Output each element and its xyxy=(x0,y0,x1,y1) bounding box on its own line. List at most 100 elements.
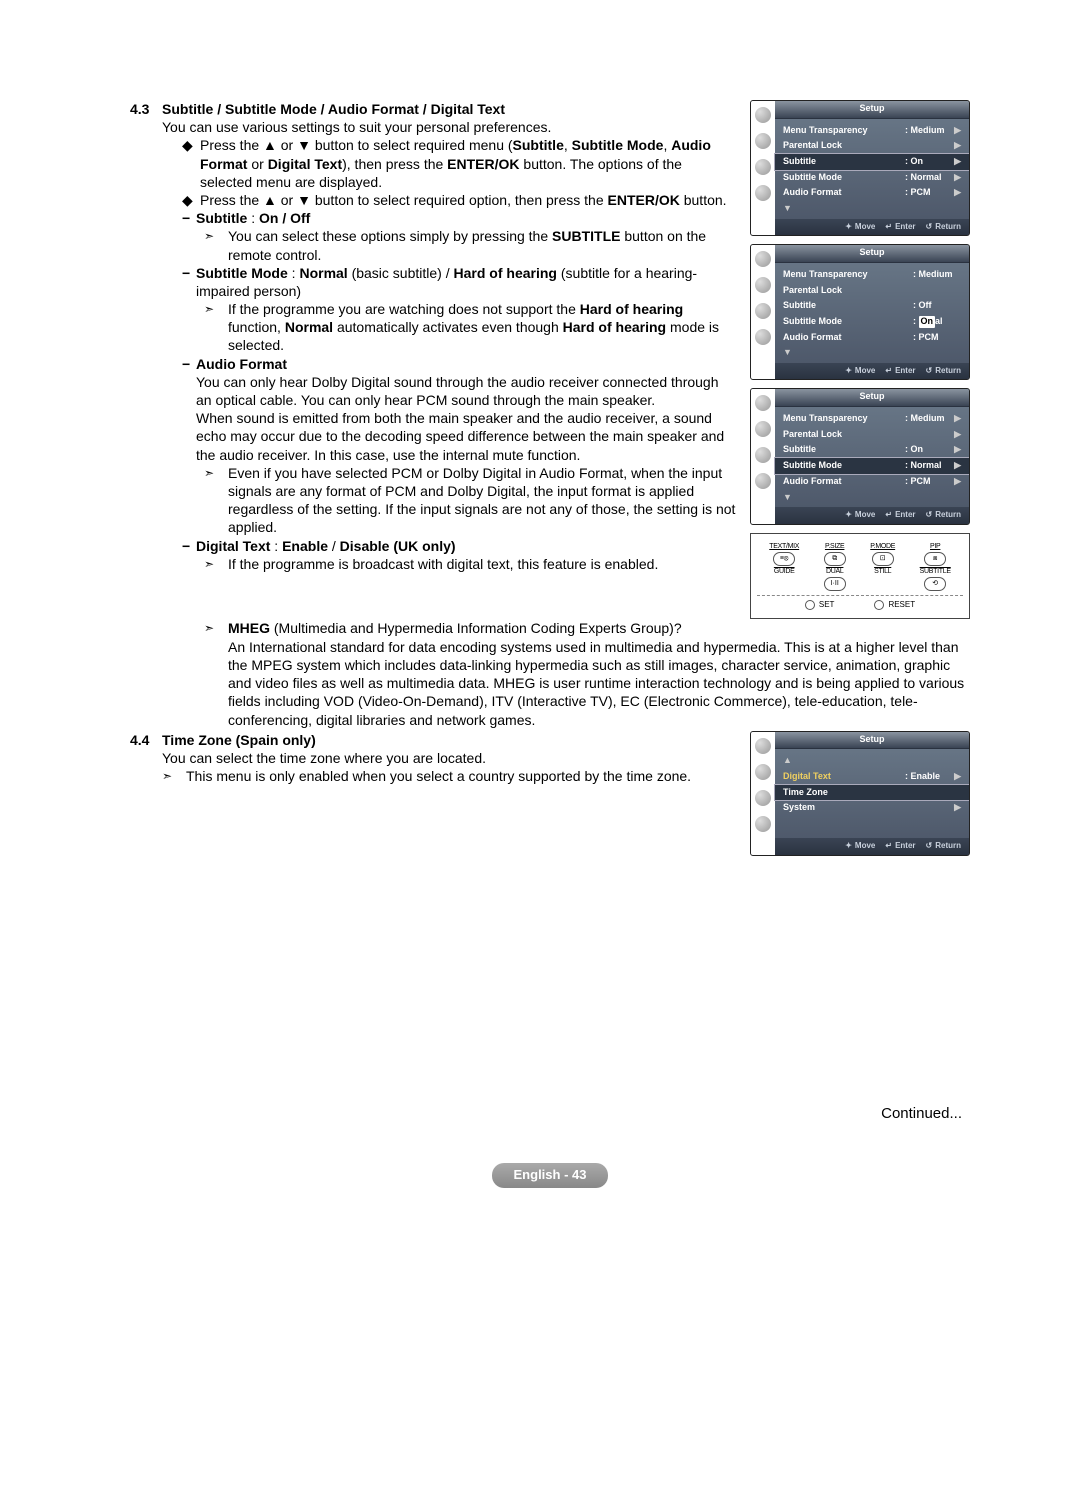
enter-icon: ↵ xyxy=(885,510,892,520)
osd-icon-strip xyxy=(751,101,775,235)
osd-footer: ✦Move ↵Enter ↺Return xyxy=(775,838,969,854)
move-icon: ✦ xyxy=(845,510,852,520)
remote-button-icon[interactable]: ⧈ xyxy=(924,552,946,566)
remote-button-icon[interactable]: I·II xyxy=(824,577,846,591)
dash-subtitle: − Subtitle : On / Off xyxy=(162,209,736,227)
arrow-right-icon: ▶ xyxy=(953,802,961,814)
chevron-down-icon: ▼ xyxy=(783,345,961,361)
osd-row-audio-format[interactable]: Audio Format: PCM▶ xyxy=(783,474,961,490)
osd-row-menu-transparency[interactable]: Menu Transparency: Medium▶ xyxy=(783,411,961,427)
sub-timezone-1: This menu is only enabled when you selec… xyxy=(162,767,736,786)
osd-nav-icon xyxy=(755,447,771,463)
osd-nav-icon xyxy=(755,277,771,293)
continued-label: Continued... xyxy=(130,1104,970,1124)
sub-digital-text-2: MHEG (Multimedia and Hypermedia Informat… xyxy=(162,619,970,638)
return-icon: ↺ xyxy=(926,841,933,851)
osd-title: Setup xyxy=(775,389,969,407)
osd-row-subtitle-mode[interactable]: Subtitle Mode: Normal▶ xyxy=(783,170,961,186)
remote-btn-textmix: TEXT/MIX ≡⦻ GUIDE xyxy=(769,542,799,591)
osd-row-audio-format[interactable]: Audio Format: PCM▶ xyxy=(783,185,961,201)
osd-icon-strip xyxy=(751,389,775,523)
osd-panel-3: Setup Menu Transparency: Medium▶ Parenta… xyxy=(750,388,970,524)
osd-nav-icon xyxy=(755,107,771,123)
osd-row-subtitle[interactable]: Subtitle: On▶ xyxy=(783,442,961,458)
osd-row-system[interactable]: System▶ xyxy=(783,800,961,816)
section-title: Time Zone (Spain only) xyxy=(162,731,736,749)
osd-title: Setup xyxy=(775,245,969,263)
remote-label: GUIDE xyxy=(774,567,795,576)
dash-icon: − xyxy=(182,355,196,373)
osd-return-hint: ↺Return xyxy=(926,222,961,232)
osd-footer: ✦Move ↵Enter ↺Return xyxy=(775,363,969,379)
osd-row-subtitle-mode[interactable]: Subtitle Mode: Onal xyxy=(783,314,961,330)
osd-enter-hint: ↵Enter xyxy=(885,510,915,520)
section-title: Subtitle / Subtitle Mode / Audio Format … xyxy=(162,100,736,118)
osd-nav-icon xyxy=(755,764,771,780)
sub-subtitle-mode-1: If the programme you are watching does n… xyxy=(162,300,736,355)
remote-label: SUBTITLE xyxy=(920,567,951,576)
audio-format-p1: You can only hear Dolby Digital sound th… xyxy=(162,373,736,409)
remote-button-icon[interactable]: ⊡ xyxy=(872,552,894,566)
arrow-right-icon: ▶ xyxy=(953,460,961,472)
dash-digital-text: − Digital Text : Enable / Disable (UK on… xyxy=(162,537,736,555)
arrow-right-icon: ▶ xyxy=(953,156,961,168)
chevron-down-icon: ▼ xyxy=(783,490,961,506)
page-footer: English - 43 xyxy=(130,1163,970,1188)
osd-row-parental-lock[interactable]: Parental Lock▶ xyxy=(783,427,961,443)
move-icon: ✦ xyxy=(845,222,852,232)
move-icon: ✦ xyxy=(845,841,852,851)
dash-icon: − xyxy=(182,264,196,282)
osd-row-subtitle[interactable]: Subtitle: Off xyxy=(783,298,961,314)
osd-move-hint: ✦Move xyxy=(845,222,875,232)
return-icon: ↺ xyxy=(926,510,933,520)
remote-button-icon[interactable]: ⧉ xyxy=(824,552,846,566)
enter-icon: ↵ xyxy=(885,222,892,232)
osd-row-menu-transparency[interactable]: Menu Transparency: Medium xyxy=(783,267,961,283)
remote-set-button[interactable]: SET xyxy=(805,600,835,610)
osd-row-time-zone[interactable]: Time Zone xyxy=(775,785,969,801)
remote-reset-button[interactable]: RESET xyxy=(874,600,915,610)
osd-nav-icon xyxy=(755,159,771,175)
bullet-2: ◆ Press the ▲ or ▼ button to select requ… xyxy=(162,191,736,209)
osd-footer: ✦Move ↵Enter ↺Return xyxy=(775,219,969,235)
arrow-right-icon: ▶ xyxy=(953,125,961,137)
osd-row-parental-lock[interactable]: Parental Lock▶ xyxy=(783,138,961,154)
osd-panel-1: Setup Menu Transparency: Medium▶ Parenta… xyxy=(750,100,970,236)
osd-return-hint: ↺Return xyxy=(926,366,961,376)
dash-icon: − xyxy=(182,209,196,227)
osd-enter-hint: ↵Enter xyxy=(885,222,915,232)
osd-title: Setup xyxy=(775,101,969,119)
osd-icon-strip xyxy=(751,732,775,855)
remote-button-icon[interactable]: ≡⦻ xyxy=(773,552,795,566)
section-number: 4.4 xyxy=(130,731,162,749)
osd-row-parental-lock[interactable]: Parental Lock xyxy=(783,283,961,299)
osd-dropdown[interactable]: On xyxy=(919,316,936,328)
osd-row-audio-format[interactable]: Audio Format: PCM xyxy=(783,330,961,346)
osd-row-subtitle[interactable]: Subtitle: On▶ xyxy=(775,154,969,170)
intro-text: You can use various settings to suit you… xyxy=(162,118,736,136)
sub-digital-text-1: If the programme is broadcast with digit… xyxy=(162,555,736,574)
osd-icon-strip xyxy=(751,245,775,379)
pointer-icon xyxy=(204,555,228,574)
osd-row-menu-transparency[interactable]: Menu Transparency: Medium▶ xyxy=(783,123,961,139)
osd-nav-icon xyxy=(755,251,771,267)
osd-nav-icon xyxy=(755,790,771,806)
osd-enter-hint: ↵Enter xyxy=(885,841,915,851)
dash-icon: − xyxy=(182,537,196,555)
arrow-right-icon: ▶ xyxy=(953,187,961,199)
sub-audio-format-1: Even if you have selected PCM or Dolby D… xyxy=(162,464,736,537)
enter-icon: ↵ xyxy=(885,366,892,376)
remote-btn-pip: PIP ⧈ SUBTITLE ⟲ xyxy=(920,542,951,591)
bullet-diamond-icon: ◆ xyxy=(182,136,200,154)
arrow-right-icon: ▶ xyxy=(953,771,961,783)
osd-panel-2: Setup Menu Transparency: Medium Parental… xyxy=(750,244,970,380)
osd-row-subtitle-mode[interactable]: Subtitle Mode: Normal▶ xyxy=(775,458,969,474)
remote-button-icon[interactable]: ⟲ xyxy=(924,577,946,591)
bullet-1: ◆ Press the ▲ or ▼ button to select requ… xyxy=(162,136,736,191)
osd-nav-icon xyxy=(755,133,771,149)
osd-row-digital-text[interactable]: Digital Text: Enable▶ xyxy=(783,769,961,785)
osd-nav-icon xyxy=(755,303,771,319)
audio-format-p2: When sound is emitted from both the main… xyxy=(162,409,736,464)
section-4-3: 4.3 Subtitle / Subtitle Mode / Audio For… xyxy=(130,100,736,573)
mheg-description: An International standard for data encod… xyxy=(162,638,970,729)
